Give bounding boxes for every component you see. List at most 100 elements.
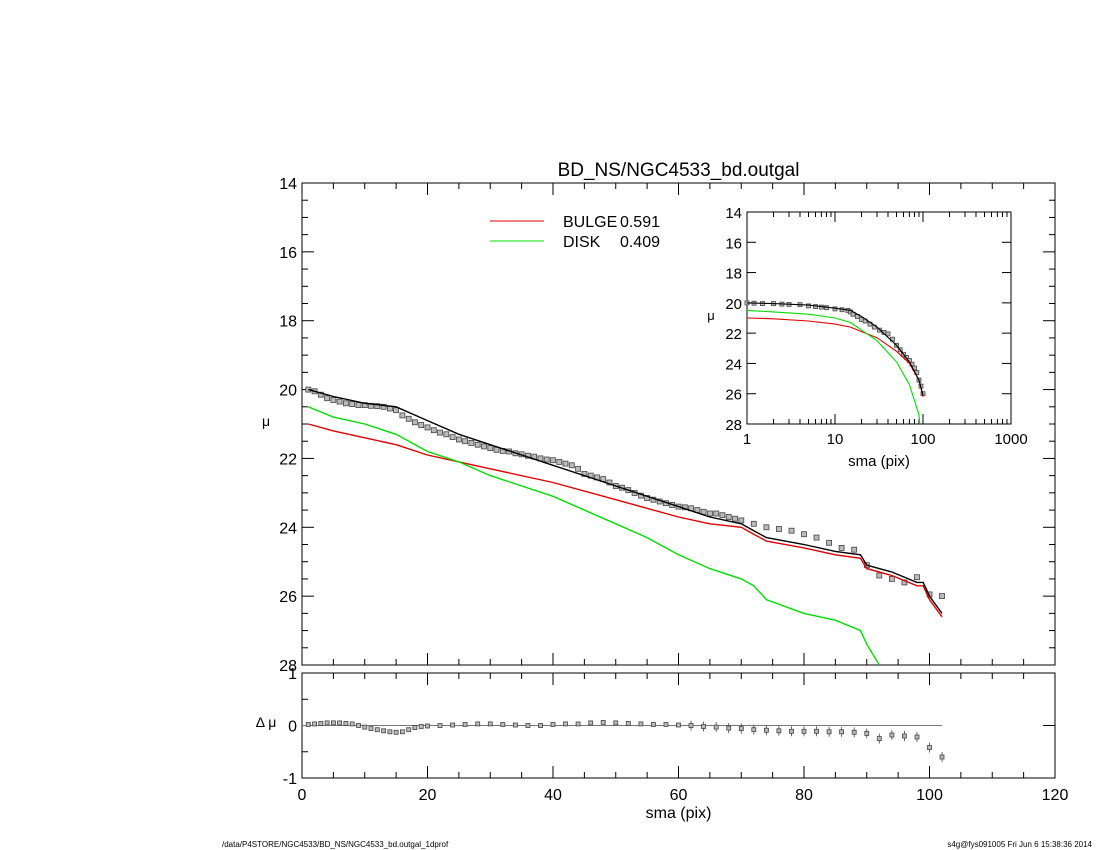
inset-series-line-disk <box>746 309 921 425</box>
data-point <box>493 446 500 453</box>
residual-point <box>876 736 882 741</box>
residual-point <box>939 754 945 760</box>
residual-point <box>613 720 619 726</box>
inset-x-axis-label: sma (pix) <box>848 453 910 470</box>
data-point <box>342 400 349 407</box>
series-line-model <box>308 388 943 614</box>
residual-point <box>374 727 380 733</box>
data-point <box>449 434 456 441</box>
residual-point <box>513 722 518 728</box>
y-tick-label: 24 <box>279 520 297 537</box>
data-point <box>876 572 883 579</box>
residual-point <box>625 721 631 726</box>
residual-point <box>676 722 681 728</box>
residual-point <box>437 723 443 728</box>
data-point <box>838 545 845 551</box>
y-axis-label: μ <box>262 413 270 429</box>
residual-point <box>343 721 349 726</box>
data-point <box>543 456 550 463</box>
series-line-bulge <box>308 423 943 618</box>
inset-data-point <box>885 331 891 337</box>
data-point <box>700 508 707 515</box>
inset-y-tick-label: 28 <box>725 417 742 434</box>
data-point <box>556 458 563 465</box>
residual-point <box>663 722 669 727</box>
footer-stamp: s4g@fys091005 Fri Jun 6 15:38:36 2014 <box>947 840 1092 849</box>
y-tick-label: 26 <box>279 589 297 606</box>
residual-point <box>318 721 324 726</box>
y-tick-label: 16 <box>279 245 297 262</box>
data-point <box>474 441 481 448</box>
residual-point <box>814 728 819 734</box>
inset-y-axis-label: μ <box>707 308 715 323</box>
residual-y-tick-label: 1 <box>288 666 297 683</box>
data-point <box>374 403 381 410</box>
data-point <box>411 419 418 426</box>
residual-point <box>324 720 330 726</box>
inset-x-tick-label: 100 <box>910 431 935 448</box>
data-point <box>763 524 770 531</box>
inset-y-tick-label: 14 <box>725 205 742 222</box>
series-line-disk <box>308 406 880 666</box>
legend-label-bulge: BULGE <box>563 214 617 231</box>
residual-point <box>638 721 644 727</box>
residual-point <box>330 720 336 726</box>
residual-point <box>368 726 374 731</box>
residual-point <box>902 733 907 739</box>
residual-point <box>412 725 418 730</box>
residual-y-tick-label: 0 <box>288 719 297 736</box>
residual-point <box>425 723 430 729</box>
inset-data-point <box>806 303 811 309</box>
inset-y-tick-label: 26 <box>725 387 742 404</box>
inset-y-tick-label: 24 <box>725 356 742 373</box>
inset-x-tick-label: 1 <box>743 431 751 448</box>
residual-point <box>500 722 506 727</box>
residual-point <box>789 728 794 734</box>
residual-point <box>726 725 732 731</box>
residual-point <box>764 727 769 733</box>
data-point <box>424 424 431 431</box>
inset-series-line-model <box>746 302 924 396</box>
residual-point <box>738 726 744 731</box>
data-point <box>399 412 406 419</box>
x-tick-label: 40 <box>544 787 562 804</box>
residual-point <box>688 723 694 728</box>
data-point <box>725 514 732 520</box>
residual-point <box>399 729 405 735</box>
residual-point <box>525 723 531 728</box>
footer-path: /data/P4STORE/NGC4533/BD_NS/NGC4533_bd.o… <box>222 840 449 849</box>
data-point <box>776 526 782 532</box>
inset-y-tick-label: 16 <box>725 235 742 252</box>
residual-point <box>305 722 311 727</box>
residual-point <box>776 728 782 734</box>
residual-point <box>651 722 656 727</box>
data-point <box>575 465 581 472</box>
residual-point <box>588 720 594 726</box>
data-point <box>380 403 387 410</box>
x-tick-label: 100 <box>916 787 943 804</box>
residual-point <box>927 745 932 750</box>
residual-y-tick-label: -1 <box>283 771 297 788</box>
residual-point <box>713 724 719 730</box>
x-axis-label: sma (pix) <box>646 805 712 822</box>
data-point <box>443 431 450 438</box>
data-point <box>788 527 795 534</box>
legend-label-disk: DISK <box>563 234 601 251</box>
residual-point <box>387 729 393 735</box>
residual-y-axis-label: Δ μ <box>256 714 277 730</box>
data-point <box>826 539 832 546</box>
residual-point <box>418 724 424 729</box>
inset-y-tick-label: 22 <box>725 326 742 343</box>
y-tick-label: 22 <box>279 451 297 468</box>
residual-point <box>312 721 318 727</box>
data-point <box>418 422 425 428</box>
inset-background <box>747 212 1011 424</box>
residual-point <box>801 728 807 734</box>
data-point <box>939 593 945 599</box>
residual-point <box>538 723 543 728</box>
residual-point <box>475 721 481 727</box>
data-point <box>750 520 757 527</box>
data-point <box>405 415 412 422</box>
residual-point <box>337 720 343 726</box>
data-point <box>707 510 713 517</box>
